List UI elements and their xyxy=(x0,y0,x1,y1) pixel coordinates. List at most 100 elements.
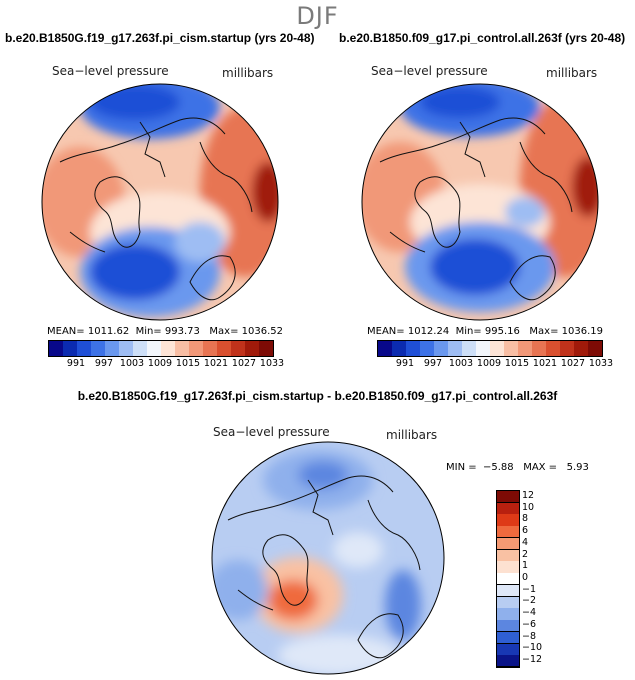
panel1-colorbar-tick-label: 1021 xyxy=(203,358,229,369)
panel2-low-north-core xyxy=(420,86,500,118)
panel2-colorbar-tick-label: 1003 xyxy=(448,358,474,369)
diff-colorbar-swatch xyxy=(497,643,519,656)
panel1-mean-value: 1011.62 xyxy=(87,326,130,337)
diff-colorbar-swatch xyxy=(497,655,519,668)
panel2-variable: Sea−level pressure xyxy=(371,64,488,78)
panel1-colorbar-tick-label: 1027 xyxy=(231,358,257,369)
panel1-units: millibars xyxy=(222,66,274,80)
diff-neutral-mid xyxy=(333,532,383,568)
panel2-colorbar-tick-label: 1033 xyxy=(588,358,614,369)
diff-colorbar-swatch xyxy=(497,561,519,574)
diff-colorbar-tick-label: −10 xyxy=(522,642,543,654)
panel2-colorbar xyxy=(377,340,603,357)
panel2-low-mid xyxy=(505,197,545,227)
panel1-map-border xyxy=(41,83,279,321)
panel2-colorbar-swatch xyxy=(518,341,533,356)
diff-neutral-south xyxy=(278,635,398,674)
diff-colorbar-swatch xyxy=(497,631,519,645)
panel1-variable: Sea−level pressure xyxy=(52,64,169,78)
diff-colorbar-swatch xyxy=(497,596,519,609)
panel1-colorbar-swatch xyxy=(161,341,176,356)
panel2-coastlines xyxy=(379,117,573,301)
panel2-max-value: 1036.19 xyxy=(561,326,604,337)
diff-colorbar-swatch xyxy=(497,491,519,504)
diff-colorbar-swatch xyxy=(497,537,519,551)
panel1-low-south-core xyxy=(90,244,180,300)
diff-colorbar-tick-label: −4 xyxy=(522,607,537,619)
panel1-colorbar-swatch xyxy=(91,341,106,356)
panel2-colorbar-swatch xyxy=(392,341,407,356)
diff-colorbar-tick-label: −8 xyxy=(522,630,537,642)
panel1-colorbar-swatch xyxy=(217,341,232,356)
panel1-colorbar-swatch xyxy=(203,341,218,356)
panel1-colorbar-swatch xyxy=(63,341,78,356)
panel1-low-north-core xyxy=(90,84,180,120)
diff-neg-north-core xyxy=(298,461,348,489)
diff-variable: Sea−level pressure xyxy=(213,425,330,439)
panel1-min-label: Min= xyxy=(135,326,162,337)
panel1-colorbar-swatch xyxy=(77,341,92,356)
panel2-colorbar-ticks: 991 997 1003 1009 1015 1021 1027 1033 xyxy=(377,358,613,372)
panel1-colorbar-tick-label: 1003 xyxy=(119,358,145,369)
panel1-colorbar xyxy=(48,340,274,357)
diff-colorbar-tick-label: 1 xyxy=(522,560,529,572)
panel2-title: b.e20.B1850.f09_g17.pi_control.all.263f … xyxy=(339,31,626,45)
panel2-colorbar-swatch xyxy=(378,341,393,356)
panel2-mean-value: 1012.24 xyxy=(407,326,450,337)
panel2-colorbar-swatch xyxy=(546,341,561,356)
panel2-colorbar-tick-label: 1015 xyxy=(504,358,530,369)
panel2-colorbar-swatch xyxy=(490,341,505,356)
panel2-colorbar-swatch xyxy=(574,341,589,356)
diff-max-label: MAX = xyxy=(523,462,558,473)
panel1-colorbar-tick-label: 997 xyxy=(94,358,114,369)
diff-colorbar-swatch xyxy=(497,514,519,527)
diff-map-border xyxy=(211,441,445,675)
panel2-units: millibars xyxy=(546,66,598,80)
panel2-max-label: Max= xyxy=(529,326,559,337)
diff-colorbar-swatch xyxy=(497,584,519,598)
panel1-mean-label: MEAN= xyxy=(47,326,85,337)
panel2-colorbar-tick-label: 1027 xyxy=(560,358,586,369)
panel1-colorbar-tick-label: 1015 xyxy=(175,358,201,369)
panel2-colorbar-tick-label: 991 xyxy=(395,358,415,369)
panel2-colorbar-swatch xyxy=(434,341,449,356)
diff-stats: MIN = −5.88 MAX = 5.93 xyxy=(446,462,589,473)
panel1-colorbar-swatch xyxy=(175,341,190,356)
diff-neg-east xyxy=(385,570,421,640)
panel1-colorbar-swatch xyxy=(259,341,274,356)
diff-colorbar-tick-label: 12 xyxy=(522,489,535,501)
panel2-colorbar-swatch xyxy=(560,341,575,356)
diff-title: b.e20.B1850G.f19_g17.263f.pi_cism.startu… xyxy=(77,389,558,403)
panel1-colorbar-swatch xyxy=(245,341,260,356)
panel1-colorbar-swatch xyxy=(119,341,134,356)
panel1-colorbar-swatch xyxy=(231,341,246,356)
diff-colorbar-tick-label: −2 xyxy=(522,595,537,607)
panel1-colorbar-tick-label: 1009 xyxy=(147,358,173,369)
diff-colorbar-swatch xyxy=(497,502,519,515)
panel1-colorbar-swatch xyxy=(189,341,204,356)
diff-colorbar-ticks: 12 10 8 6 4 2 1 0 −1 −2 −4 −6 −8 −10 −12 xyxy=(522,490,562,666)
diff-colorbar-swatch xyxy=(497,573,519,586)
diff-colorbar-tick-label: 2 xyxy=(522,548,529,560)
panel1-max-label: Max= xyxy=(209,326,239,337)
panel2-colorbar-swatch xyxy=(504,341,519,356)
panel2-min-label: Min= xyxy=(455,326,482,337)
panel1-colorbar-swatch xyxy=(105,341,120,356)
panel1-stats: MEAN= 1011.62 Min= 993.73 Max= 1036.52 xyxy=(47,326,283,337)
panel2-colorbar-swatch xyxy=(420,341,435,356)
panel2-colorbar-swatch xyxy=(448,341,463,356)
panel2-colorbar-swatch xyxy=(476,341,491,356)
panel1-coastlines xyxy=(59,117,253,301)
panel1-max-value: 1036.52 xyxy=(241,326,284,337)
diff-colorbar-tick-label: −12 xyxy=(522,654,543,666)
panel2-colorbar-swatch xyxy=(462,341,477,356)
diff-max-value: 5.93 xyxy=(566,462,589,473)
panel1-low-mid xyxy=(175,222,225,262)
panel2-colorbar-swatch xyxy=(532,341,547,356)
panel2-map xyxy=(361,83,599,321)
panel2-colorbar-swatch xyxy=(406,341,421,356)
panel1-colorbar-swatch xyxy=(49,341,64,356)
diff-min-value: −5.88 xyxy=(482,462,514,473)
diff-colorbar-tick-label: 4 xyxy=(522,536,529,548)
diff-pos-core xyxy=(268,580,318,620)
